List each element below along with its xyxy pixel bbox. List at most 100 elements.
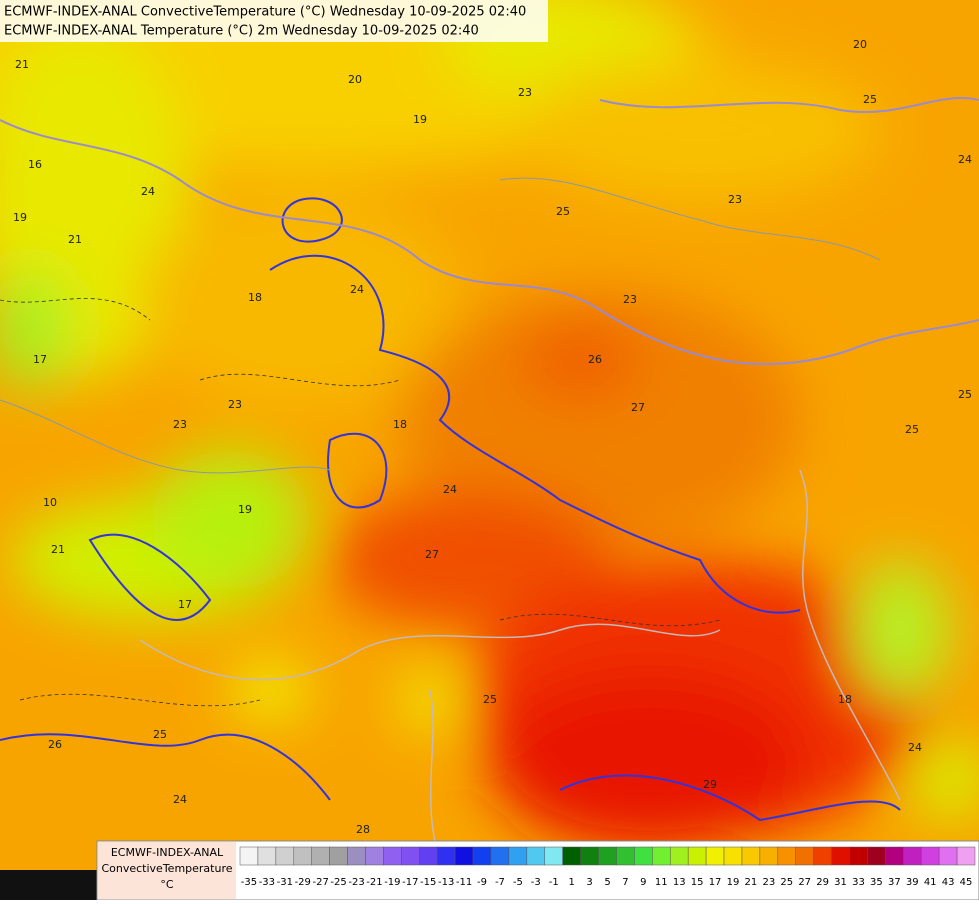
contour-label: 18 [248,291,262,304]
legend-swatch [436,846,456,866]
legend-tick-label: -19 [384,877,400,888]
legend-swatch [365,846,384,866]
legend-swatch [867,846,886,866]
legend-swatch [849,846,868,866]
legend-swatch [813,846,832,866]
contour-label: 20 [853,38,867,51]
legend-swatch [544,846,563,866]
contour-label: 29 [703,778,717,791]
contour-label: 21 [15,58,29,71]
contour-label: 23 [623,293,637,306]
legend-swatch [795,846,814,866]
legend-swatch [938,846,958,866]
contour-label: 27 [631,401,645,414]
legend-swatch [329,846,348,866]
legend-swatch [669,846,689,866]
legend-swatch [239,846,259,866]
legend-tick-label: 27 [798,877,811,888]
legend-tick-label: -1 [549,877,559,888]
contour-label: 20 [348,73,362,86]
legend-tick-label: -13 [438,877,454,888]
legend-tick-label: 35 [870,877,883,888]
legend-swatch [777,846,796,866]
legend-swatch [562,846,581,866]
legend-tick-label: -35 [241,877,257,888]
legend-tick-label: -9 [477,877,487,888]
legend-tick-label: 29 [816,877,829,888]
contour-label: 25 [556,205,570,218]
contour-label: 27 [425,548,439,561]
legend-tick-label: -29 [295,877,311,888]
legend-tick-label: 45 [960,877,973,888]
contour-label: 25 [483,693,497,706]
legend-swatch [723,846,743,866]
legend-tick-label: 43 [942,877,955,888]
legend-tick-label: -5 [513,877,523,888]
legend-swatch [956,846,976,866]
contour-label: 24 [173,793,187,806]
legend-tick-label: 15 [691,877,704,888]
legend-tick-label: -27 [312,877,328,888]
contour-label: 16 [28,158,42,171]
legend-swatch [920,846,940,866]
legend-tick-label: 21 [745,877,758,888]
legend-tick-label: 1 [568,877,574,888]
contour-label: 19 [13,211,27,224]
contour-label: 10 [43,496,57,509]
legend-tick-label: -31 [277,877,293,888]
legend-swatch [419,846,438,866]
contour-label: 23 [228,398,242,411]
legend-tick-label: -7 [495,877,505,888]
legend-tick-label: 37 [888,877,901,888]
legend-tick-label: 19 [727,877,740,888]
legend-tick-label: 7 [622,877,628,888]
contour-label: 23 [728,193,742,206]
contour-label: 25 [958,388,972,401]
contour-label: 21 [68,233,82,246]
legend-tick-label: 41 [924,877,937,888]
contour-label: 19 [413,113,427,126]
contour-label: 17 [33,353,47,366]
legend-tick-label: -17 [402,877,418,888]
contour-label: 24 [350,283,364,296]
contour-label: 24 [908,741,922,754]
contour-label: 23 [173,418,187,431]
legend-swatch [616,846,635,866]
legend-swatch [508,846,528,866]
legend-swatch [598,846,617,866]
legend-tick-label: -21 [366,877,382,888]
contour-label: 21 [51,543,65,556]
legend-swatch [580,846,599,866]
legend-swatch [652,846,671,866]
contour-label: 25 [905,423,919,436]
legend-tick-label: 39 [906,877,919,888]
legend-swatch [705,846,725,866]
legend-swatch [257,846,277,866]
legend-swatch [275,846,295,866]
contour-label: 25 [153,728,167,741]
title-box: ECMWF-INDEX-ANAL ConvectiveTemperature (… [0,0,548,42]
legend-swatch [687,846,707,866]
legend: ECMWF-INDEX-ANAL ConvectiveTemperature °… [96,840,979,901]
legend-tick-label: -23 [348,877,364,888]
legend-tick-label: 17 [709,877,722,888]
legend-tick-label: -25 [330,877,346,888]
legend-tick-label: -33 [259,877,275,888]
legend-swatch [401,846,420,866]
legend-swatch [383,846,402,866]
legend-swatch [885,846,904,866]
legend-tick-label: 9 [640,877,646,888]
legend-tick-label: 25 [780,877,793,888]
contour-label: 24 [958,153,972,166]
legend-swatch [311,846,330,866]
legend-tick-label: -11 [456,877,472,888]
legend-tick-label: 33 [852,877,865,888]
legend-swatch [634,846,653,866]
legend-tick-label: -3 [531,877,541,888]
legend-swatch [903,846,922,866]
legend-swatch [347,846,366,866]
legend-tick-label: 23 [762,877,775,888]
legend-tick-label: 11 [655,877,668,888]
